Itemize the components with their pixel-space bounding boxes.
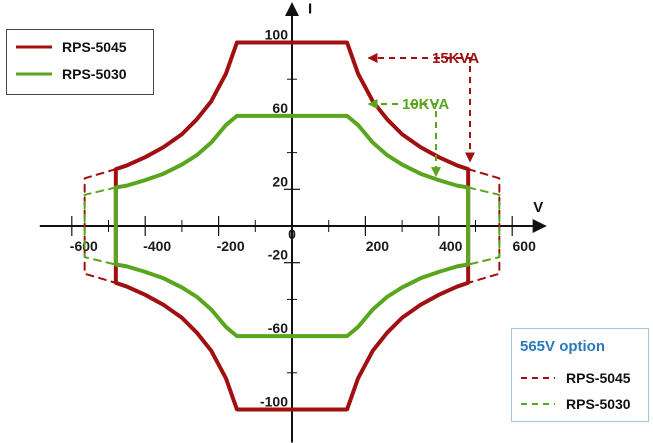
series-line-rps-5030-565v-right (467, 186, 501, 266)
legend-main-label-rps-5030: RPS-5030 (62, 66, 127, 82)
annotation-arrow-10kva-down (410, 103, 441, 178)
legend-option-swatch-rps-5030 (521, 403, 555, 405)
legend-option-label-rps-5030: RPS-5030 (566, 396, 631, 412)
series-line-rps-5045 (113, 40, 471, 412)
legend-main-item-rps-5030: RPS-5030 (15, 66, 127, 82)
legend-option: 565V option RPS-5045 RPS-5030 (511, 328, 649, 422)
y-tick-label: -20 (268, 247, 288, 263)
annotation-arrow-15kva-down (434, 57, 475, 163)
legend-option-item-rps-5045: RPS-5045 (520, 370, 631, 386)
x-tick-label: -400 (143, 238, 171, 254)
series-line-rps-5030-565v-left (83, 186, 117, 266)
series-line-rps-5030 (113, 113, 471, 339)
legend-option-swatch-rps-5045 (521, 377, 555, 379)
legend-main-swatch-rps-5045 (16, 45, 52, 49)
x-tick-label: 0 (288, 226, 296, 242)
x-tick-label: 200 (366, 238, 390, 254)
series-line-rps-5045-565v-left (83, 168, 117, 284)
annotation-label-15kva: 15KVA (432, 50, 479, 67)
legend-option-item-rps-5030: RPS-5030 (520, 396, 631, 412)
legend-main: RPS-5045 RPS-5030 (6, 29, 154, 95)
legend-main-swatch-rps-5030 (16, 72, 52, 76)
y-tick-label: 100 (265, 27, 289, 43)
x-tick-label: 600 (513, 238, 537, 254)
y-axis-label: I (308, 0, 312, 17)
y-tick-label: 60 (272, 100, 288, 116)
x-tick-label: -200 (217, 238, 245, 254)
legend-option-label-rps-5045: RPS-5045 (566, 370, 631, 386)
y-tick-label: 20 (272, 173, 288, 189)
x-tick-label: 400 (439, 238, 463, 254)
x-axis-label: V (533, 199, 543, 216)
y-tick-label: -100 (260, 394, 288, 410)
series-layer (83, 40, 501, 412)
legend-main-item-rps-5045: RPS-5045 (15, 39, 127, 55)
legend-option-title: 565V option (520, 338, 606, 355)
y-tick-label: -60 (268, 320, 288, 336)
legend-main-label-rps-5045: RPS-5045 (62, 39, 127, 55)
series-line-rps-5045-565v-right (467, 168, 501, 284)
